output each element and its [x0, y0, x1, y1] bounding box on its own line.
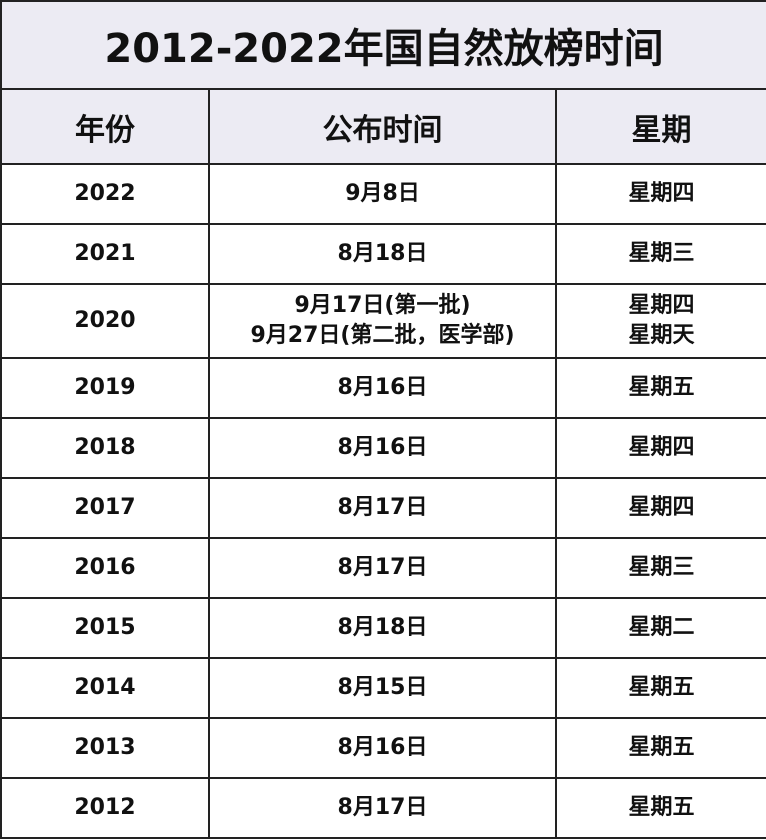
- weekday-cell-line: 星期三: [628, 241, 695, 266]
- header-date: 公布时间: [208, 88, 557, 165]
- year-cell: 2019: [0, 357, 210, 419]
- weekday-cell-line: 星期四: [628, 293, 695, 318]
- date-cell: 8月18日: [208, 597, 557, 659]
- weekday-cell-line: 星期五: [628, 375, 695, 400]
- weekday-cell: 星期四: [554, 477, 766, 539]
- weekday-cell: 星期四: [554, 417, 766, 479]
- date-cell-line: 8月17日: [337, 495, 428, 520]
- table-row: 2017 8月17日 星期四: [0, 477, 766, 539]
- weekday-cell-line: 星期二: [628, 615, 695, 640]
- table-row: 2015 8月18日 星期二: [0, 597, 766, 659]
- date-cell: 8月17日: [208, 777, 557, 839]
- date-cell-line: 8月16日: [337, 735, 428, 760]
- weekday-cell-line: 星期四: [628, 435, 695, 460]
- date-cell: 9月8日: [208, 163, 557, 225]
- table-row: 2020 9月17日(第一批) 9月27日(第二批，医学部) 星期四星期天: [0, 283, 766, 359]
- date-cell: 9月17日(第一批) 9月27日(第二批，医学部): [208, 283, 557, 359]
- date-cell: 8月16日: [208, 417, 557, 479]
- table-row: 2016 8月17日 星期三: [0, 537, 766, 599]
- weekday-cell-line: 星期五: [628, 735, 695, 760]
- date-cell: 8月15日: [208, 657, 557, 719]
- weekday-cell: 星期三: [554, 223, 766, 285]
- date-cell-line: 9月27日(第二批，医学部): [250, 323, 515, 348]
- weekday-cell: 星期四: [554, 163, 766, 225]
- date-cell-line: 9月8日: [345, 181, 420, 206]
- year-cell: 2018: [0, 417, 210, 479]
- table-row: 2018 8月16日 星期四: [0, 417, 766, 479]
- year-cell: 2016: [0, 537, 210, 599]
- date-cell-line: 8月17日: [337, 795, 428, 820]
- table-row: 2014 8月15日 星期五: [0, 657, 766, 719]
- date-cell-line: 8月15日: [337, 675, 428, 700]
- table-body: 2022 9月8日 星期四 2021 8月18日 星期三 2020 9月17日(第一批) 9月2…: [0, 163, 766, 839]
- year-cell: 2022: [0, 163, 210, 225]
- date-cell-line: 8月18日: [337, 615, 428, 640]
- year-cell: 2020: [0, 283, 210, 359]
- table-row: 2019 8月16日 星期五: [0, 357, 766, 419]
- date-cell-line: 8月16日: [337, 435, 428, 460]
- weekday-cell: 星期五: [554, 717, 766, 779]
- table-row: 2021 8月18日 星期三: [0, 223, 766, 285]
- weekday-cell: 星期四 星期天: [554, 283, 766, 359]
- weekday-cell: 星期五: [554, 657, 766, 719]
- table-row: 2012 8月17日 星期五: [0, 777, 766, 839]
- date-cell-line: 8月18日: [337, 241, 428, 266]
- weekday-cell: 星期五: [554, 777, 766, 839]
- weekday-cell-line: 星期四: [628, 495, 695, 520]
- weekday-cell: 星期三: [554, 537, 766, 599]
- table-row: 2022 9月8日 星期四: [0, 163, 766, 225]
- header-weekday: 星期: [554, 88, 766, 165]
- table-row: 2013 8月16日 星期五: [0, 717, 766, 779]
- weekday-cell-line: 星期五: [628, 675, 695, 700]
- weekday-cell-line: 星期四: [628, 181, 695, 206]
- year-cell: 2013: [0, 717, 210, 779]
- table-title: 2012-2022年国自然放榜时间: [0, 0, 766, 90]
- date-cell-line: 8月16日: [337, 375, 428, 400]
- date-cell-line: 9月17日(第一批): [294, 293, 471, 318]
- weekday-cell-line: 星期五: [628, 795, 695, 820]
- year-cell: 2017: [0, 477, 210, 539]
- header-year: 年份: [0, 88, 210, 165]
- weekday-cell-line: 星期三: [628, 555, 695, 580]
- year-cell: 2014: [0, 657, 210, 719]
- date-cell: 8月16日: [208, 357, 557, 419]
- date-cell: 8月17日: [208, 477, 557, 539]
- year-cell: 2015: [0, 597, 210, 659]
- weekday-cell: 星期二: [554, 597, 766, 659]
- date-cell: 8月17日: [208, 537, 557, 599]
- date-cell-line: 8月17日: [337, 555, 428, 580]
- weekday-cell-line: 星期天: [628, 323, 695, 348]
- weekday-cell: 星期五: [554, 357, 766, 419]
- date-cell: 8月16日: [208, 717, 557, 779]
- date-cell: 8月18日: [208, 223, 557, 285]
- year-cell: 2021: [0, 223, 210, 285]
- year-cell: 2012: [0, 777, 210, 839]
